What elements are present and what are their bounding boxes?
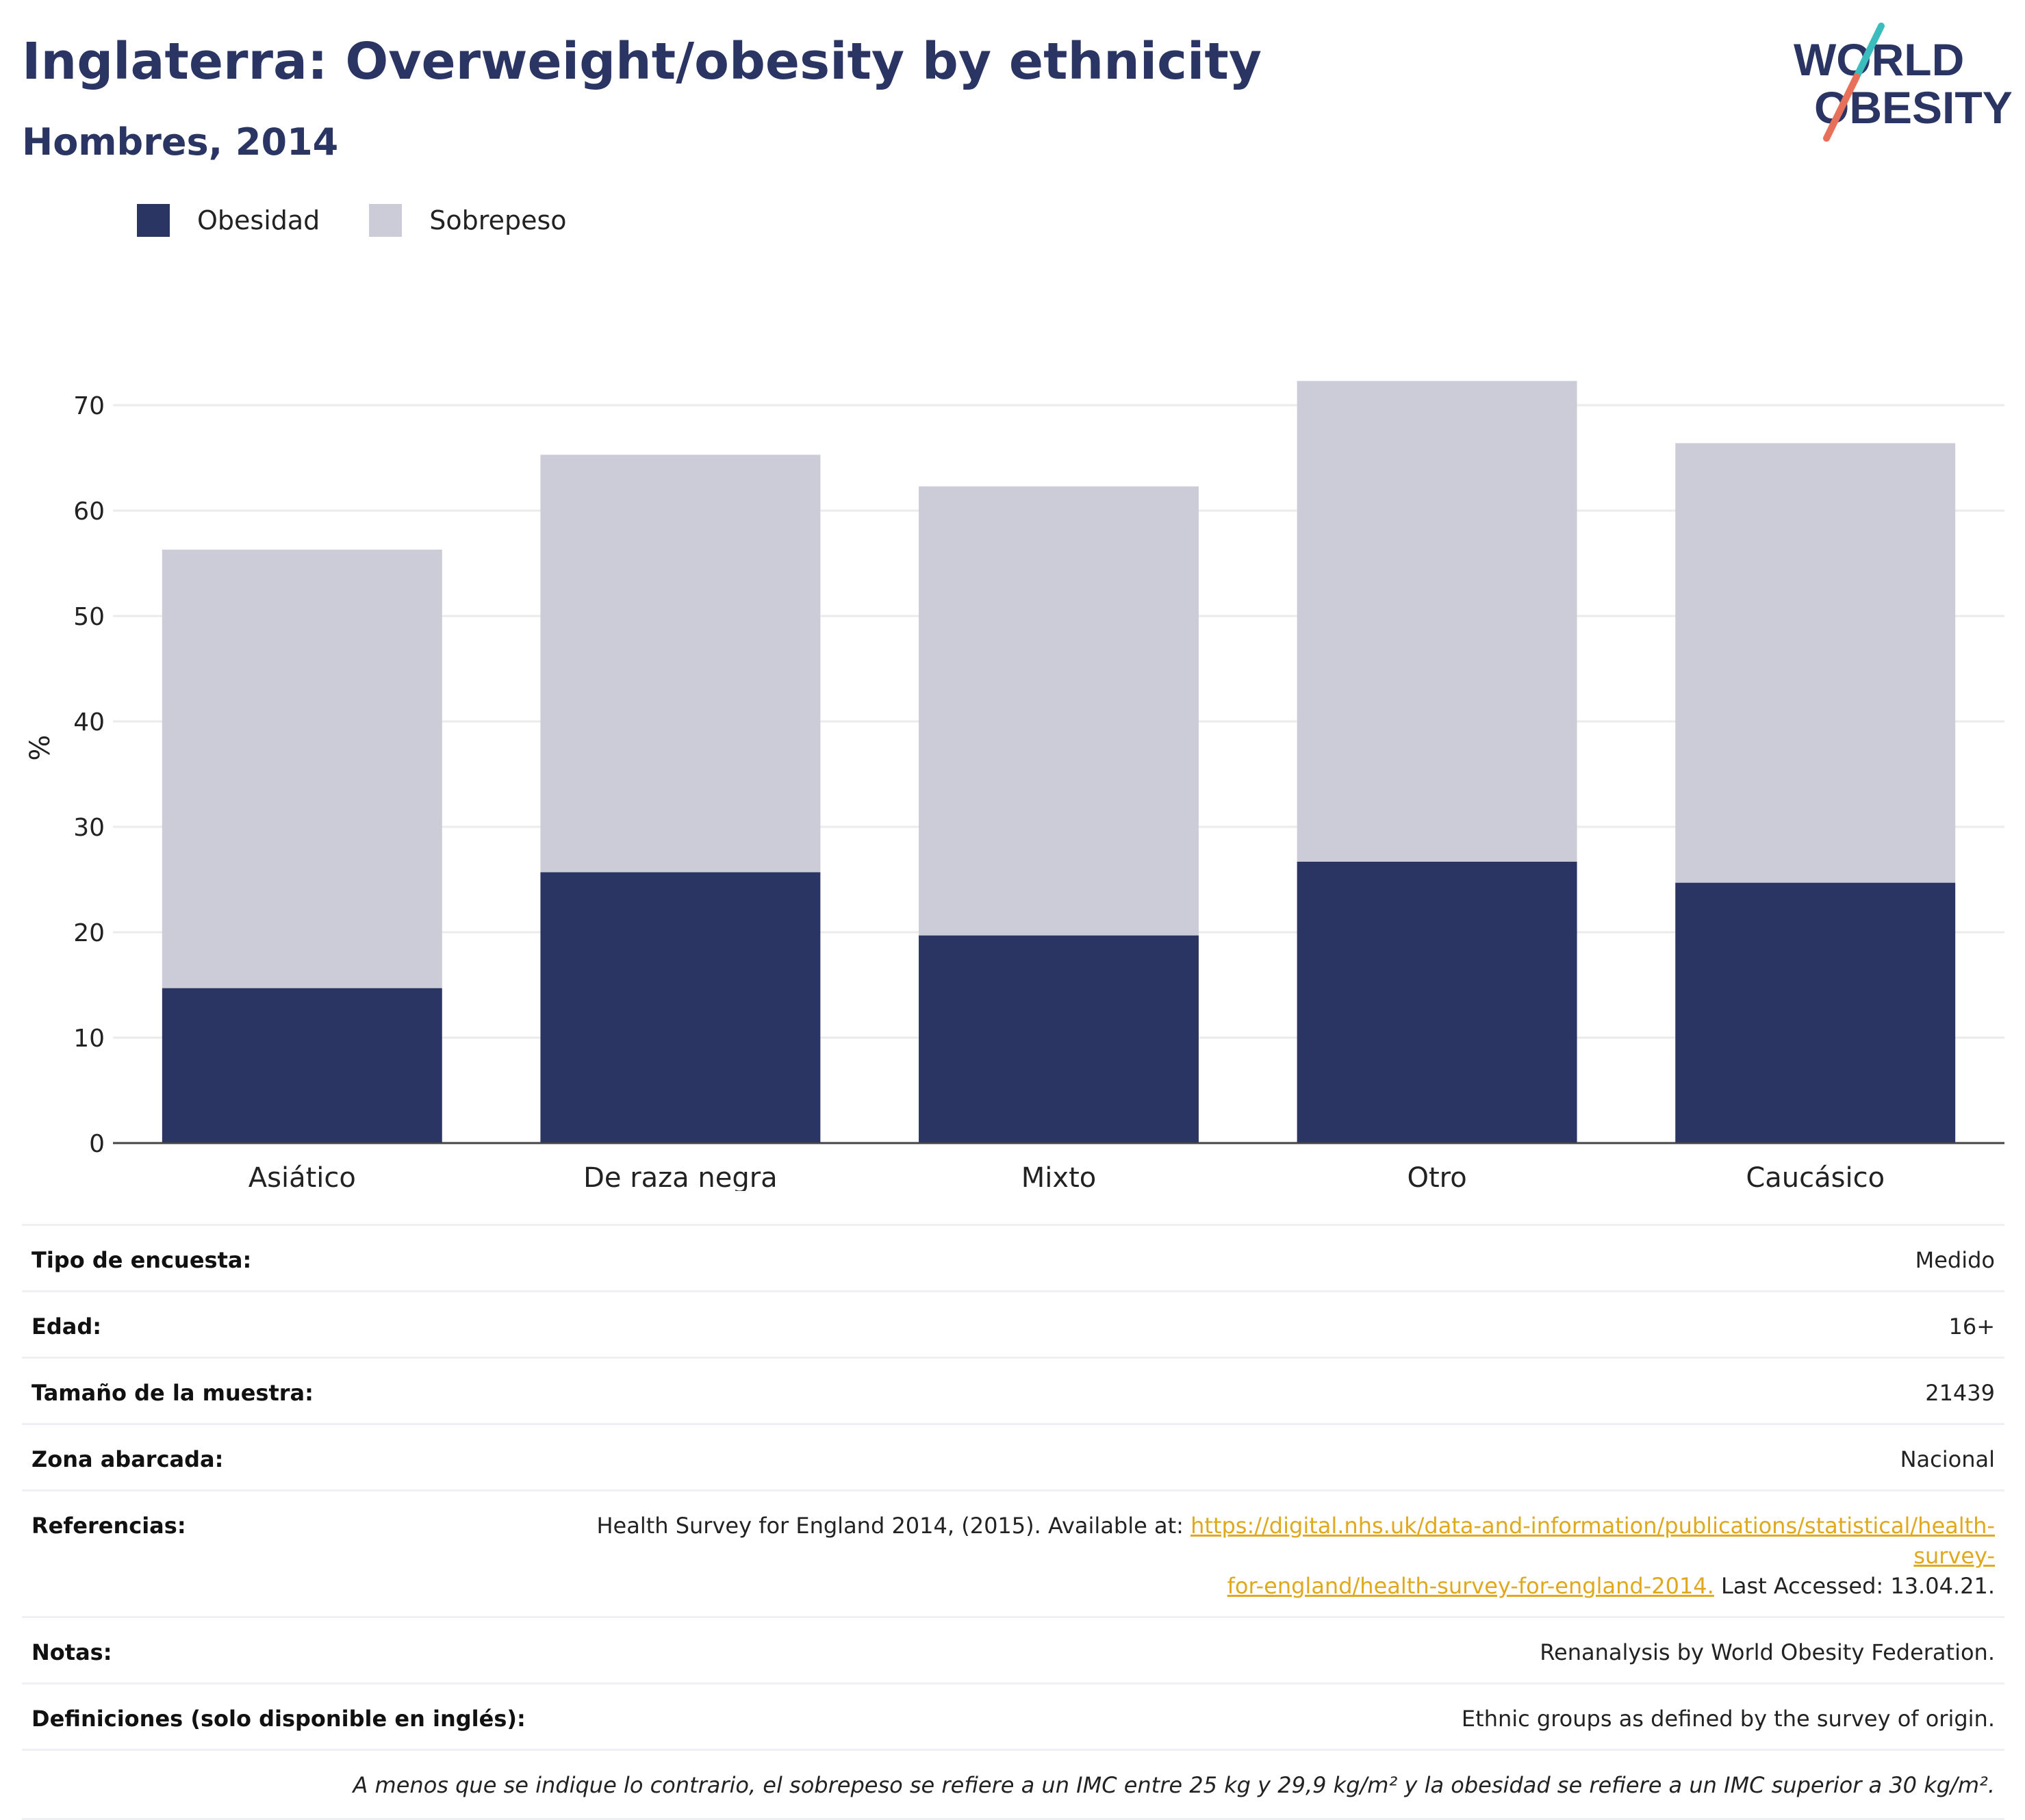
reference-link-line1: https://digital.nhs.uk/data-and-informat… [1190,1513,1995,1569]
bar-sobrepeso [540,454,821,873]
reference-text: Health Survey for England 2014, (2015). … [596,1513,1191,1539]
info-value: Nacional [1900,1446,1995,1472]
info-row: Zona abarcada: Nacional [22,1423,2004,1489]
info-row-referencias: Referencias: Health Survey for England 2… [22,1489,2004,1616]
y-tick-label: 0 [89,1130,105,1158]
info-label: Edad: [31,1313,102,1340]
bar-sobrepeso [162,549,442,988]
y-tick-label: 30 [73,814,105,842]
x-category-label: Mixto [1021,1162,1096,1191]
info-value: Renanalysis by World Obesity Federation. [1540,1639,1995,1665]
info-value: Medido [1915,1247,1995,1273]
legend-swatch-sobrepeso [369,204,403,237]
y-tick-label: 20 [73,919,105,947]
survey-info-table: Tipo de encuesta: Medido Edad: 16+ Tamaño de… [22,1224,2004,1820]
info-row: Edad: 16+ [22,1290,2004,1357]
y-axis-title: % [25,734,56,760]
logo-text-world: WORLD [1794,34,1964,85]
chart-legend: Obesidad Sobrepeso [137,200,616,241]
chart-subtitle: Hombres, 2014 [22,120,339,164]
bar-sobrepeso [919,486,1199,936]
bar-sobrepeso [1297,381,1577,862]
info-value: Health Survey for England 2014, (2015). … [557,1511,1995,1601]
bar-obesidad [1675,882,1956,1143]
x-category-label: De raza negra [583,1162,778,1191]
y-tick-label: 10 [73,1025,105,1053]
info-label: Zona abarcada: [31,1446,224,1472]
bar-obesidad [540,872,821,1143]
info-row: Notas: Renanalysis by World Obesity Feder… [22,1616,2004,1682]
reference-link[interactable]: https://digital.nhs.uk/data-and-informat… [1190,1513,1995,1599]
info-label: Definiciones (solo disponible en inglés)… [31,1706,526,1732]
legend-item-obesidad[interactable]: Obesidad [137,204,320,237]
info-row: Definiciones (solo disponible en inglés)… [22,1682,2004,1749]
info-label: Notas: [31,1639,112,1665]
x-category-label: Asiático [249,1162,356,1191]
y-tick-label: 50 [73,603,105,631]
y-tick-label: 40 [73,708,105,736]
stacked-bar-chart: 0 10 20 30 40 50 60 70% Asiático De raza negra Mix… [25,381,2004,1191]
info-row: Tipo de encuesta: Medido [22,1224,2004,1290]
bar-obesidad [1297,861,1577,1143]
legend-item-sobrepeso[interactable]: Sobrepeso [369,204,567,237]
info-label: Tamaño de la muestra: [31,1380,314,1406]
legend-label-sobrepeso: Sobrepeso [429,205,567,235]
x-category-label: Otro [1407,1162,1466,1191]
info-row: Tamaño de la muestra: 21439 [22,1357,2004,1423]
reference-link-line2: for-england/health-survey-for-england-20… [1227,1573,1714,1599]
info-value: 21439 [1925,1380,1995,1406]
info-label: Referencias: [31,1513,186,1539]
info-label: Tipo de encuesta: [31,1247,252,1273]
chart-title: Inglaterra: Overweight/obesity by ethnic… [22,32,1262,91]
bar-obesidad [919,935,1199,1143]
world-obesity-logo: WORLD OBESITY [1780,21,2013,151]
reference-accessed: Last Accessed: 13.04.21. [1714,1573,1995,1599]
info-value: Ethnic groups as defined by the survey o… [1461,1706,1995,1732]
y-tick-label: 70 [73,392,105,420]
legend-swatch-obesidad [137,204,170,237]
bar-sobrepeso [1675,443,1956,883]
legend-label-obesidad: Obesidad [197,205,320,235]
y-tick-label: 60 [73,498,105,526]
x-category-label: Caucásico [1746,1162,1885,1191]
info-value: 16+ [1948,1313,1995,1340]
bar-obesidad [162,988,442,1143]
definitions-footnote: A menos que se indique lo contrario, el … [22,1749,2004,1820]
